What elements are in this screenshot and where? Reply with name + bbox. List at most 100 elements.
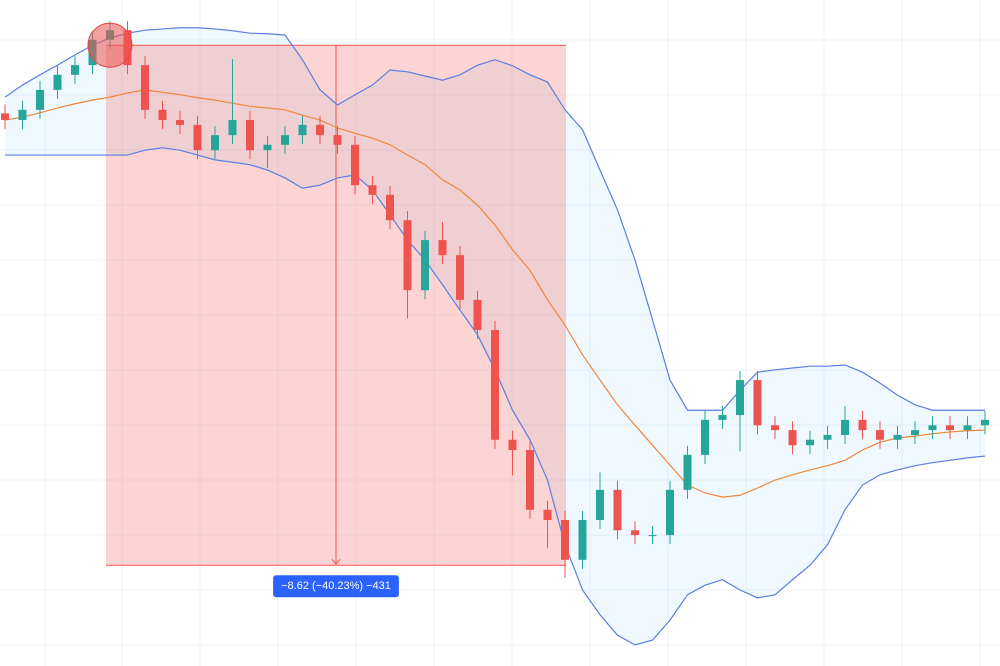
candle (631, 521, 639, 545)
candle (403, 211, 412, 319)
candle (683, 445, 692, 499)
candle (526, 440, 534, 519)
candle-body (911, 430, 919, 435)
candle-body (596, 489, 604, 521)
candle (316, 115, 324, 145)
candle-body (736, 380, 744, 416)
candle-body (876, 430, 884, 440)
candle-body (386, 194, 394, 221)
candle (228, 59, 237, 145)
candle-body (1, 113, 9, 121)
candle (36, 80, 44, 119)
candle-body (333, 135, 342, 145)
candle (1, 104, 9, 130)
candle-body (946, 425, 954, 431)
candle (666, 480, 674, 545)
candle-body (771, 425, 779, 431)
candle-body (806, 439, 814, 446)
candle-body (403, 220, 412, 291)
candle-body (281, 135, 289, 145)
candle-body (298, 124, 307, 136)
candle-body (368, 185, 377, 195)
candle-body (456, 255, 464, 300)
candle (71, 56, 79, 84)
highlight (87, 22, 133, 68)
candle-body (631, 530, 639, 536)
candle (893, 425, 902, 449)
candle (351, 135, 359, 195)
candle-body (683, 454, 692, 490)
candle (946, 416, 954, 440)
candle (788, 421, 797, 455)
candle (823, 425, 832, 449)
candle (753, 371, 762, 435)
candle (386, 185, 394, 230)
candle-body (753, 380, 762, 426)
middle-band (4, 89, 986, 498)
candle-body (963, 425, 972, 431)
candle (613, 480, 622, 540)
candle-body (701, 419, 709, 455)
candle-body (71, 65, 79, 75)
measure-arrowhead (331, 558, 341, 566)
candle (561, 510, 569, 578)
candle (333, 126, 342, 154)
candle-body (666, 489, 674, 536)
candle-body (176, 120, 184, 125)
candle-body (193, 124, 202, 151)
candle (211, 126, 219, 160)
candle (806, 430, 814, 455)
candle-body (53, 74, 62, 90)
candle-body (228, 120, 237, 136)
candle (736, 371, 744, 452)
candle (981, 410, 989, 435)
candle-body (841, 419, 849, 435)
candle (508, 430, 517, 476)
candle-body (788, 430, 797, 446)
candle-body (421, 240, 429, 291)
candle (963, 416, 972, 440)
candle (543, 500, 552, 548)
candle-body (351, 144, 359, 186)
candle (718, 405, 727, 429)
candle-body (508, 439, 517, 451)
candle-body (543, 509, 552, 521)
candle-body (316, 124, 324, 136)
candle (158, 100, 167, 130)
candle (596, 472, 604, 530)
candle (438, 222, 447, 265)
candle-body (36, 89, 44, 110)
candle (473, 290, 482, 340)
upper-band (4, 27, 985, 411)
candle-body (718, 415, 727, 420)
candle-body (578, 520, 587, 560)
candle-body (246, 120, 254, 151)
candle-body (526, 450, 534, 510)
measure-tag-bg (273, 575, 399, 598)
candle-body (928, 425, 937, 431)
candle (858, 410, 867, 440)
candle-body (858, 419, 867, 431)
candle (53, 65, 62, 99)
candle-body (473, 299, 482, 330)
candle (911, 421, 919, 444)
candle-body (158, 109, 167, 121)
candle (421, 231, 429, 300)
candle-body (893, 434, 902, 440)
candle (246, 111, 254, 160)
candle-body (613, 489, 622, 531)
candle-body (263, 144, 272, 151)
candle (771, 416, 779, 440)
candle-body (561, 520, 569, 560)
candle-body (491, 329, 499, 440)
candle (491, 320, 499, 449)
candle (578, 510, 587, 569)
candle-body (211, 135, 219, 151)
candle-body (438, 240, 447, 256)
measure-tag: −8.62 (−40.23%) −431 (273, 575, 399, 598)
candle (263, 135, 272, 168)
candle (176, 111, 184, 134)
candle-body (981, 419, 989, 426)
